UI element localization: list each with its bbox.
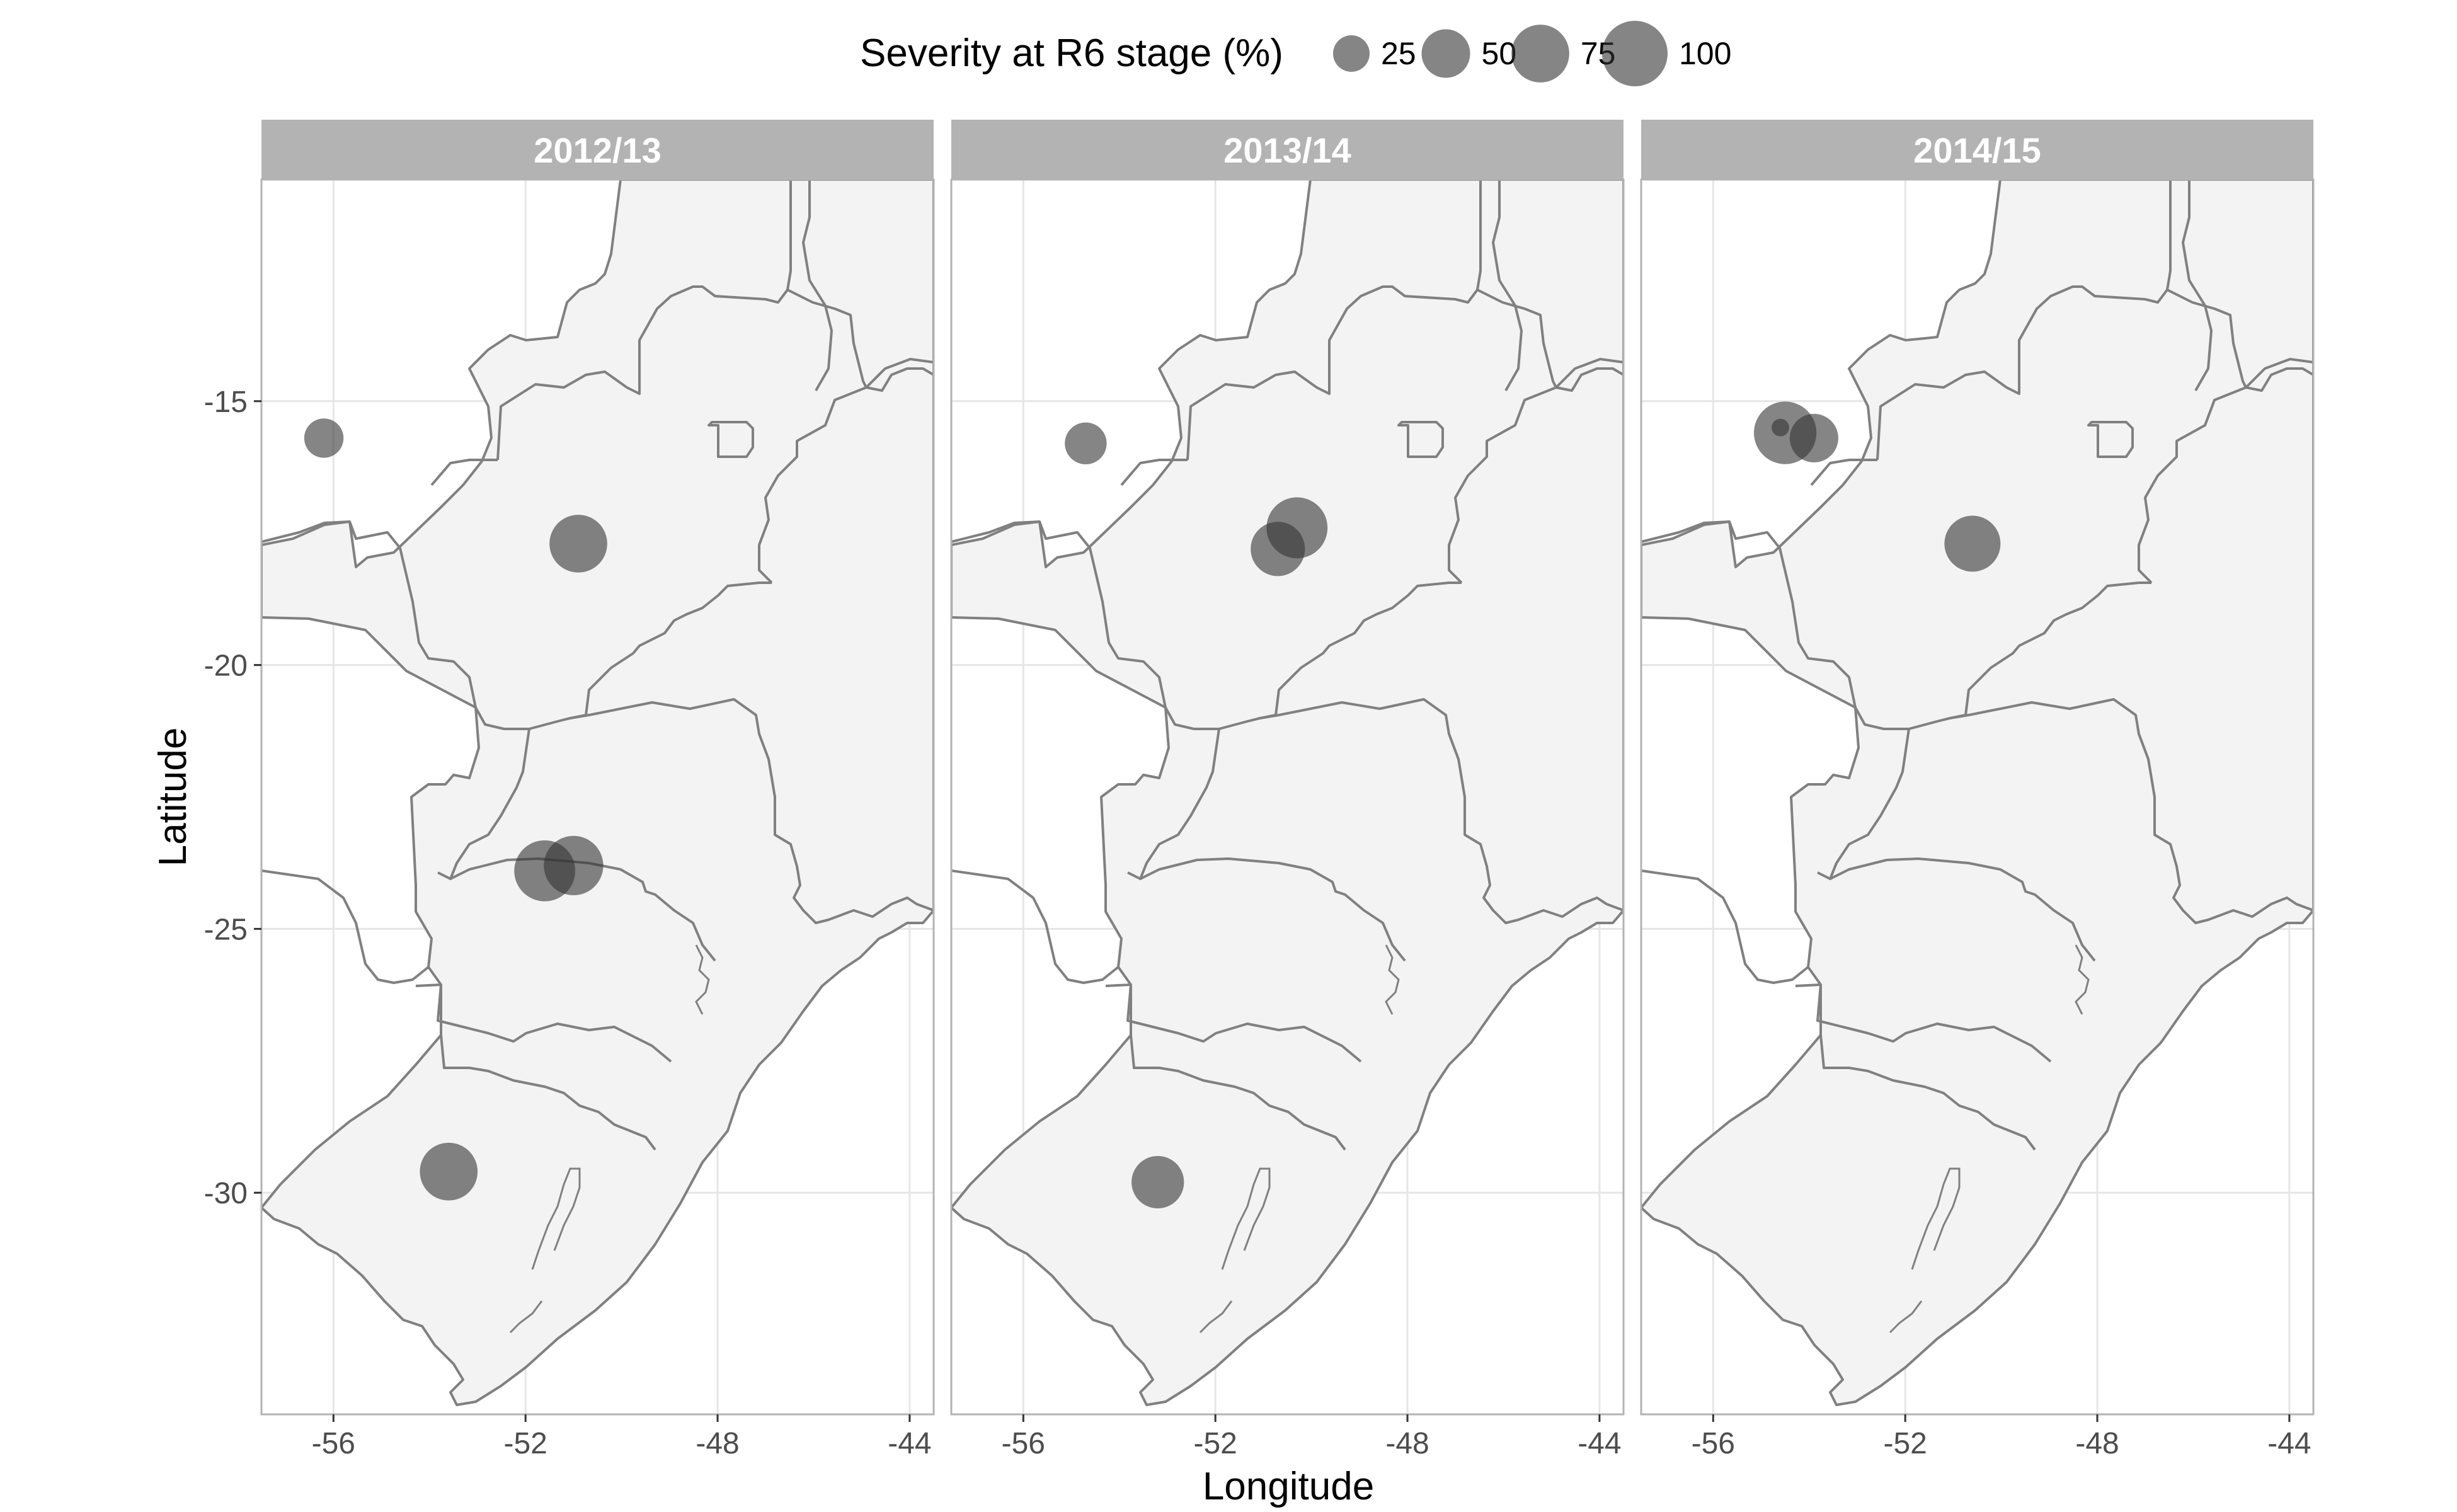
panel-border <box>950 178 1625 1416</box>
panel-plot-area <box>950 178 1625 1416</box>
x-tick-label: -48 <box>1385 1427 1429 1460</box>
facet-strip <box>951 120 1624 180</box>
legend-key-label: 50 <box>1482 36 1517 71</box>
facet-strip <box>1641 120 2313 180</box>
panel-border <box>260 178 935 1416</box>
legend-keys: 25 50 75 100 <box>1333 21 1731 86</box>
x-axis-title: Longitude <box>1203 1465 1374 1508</box>
legend-key-circle <box>1333 35 1370 72</box>
y-axis-title: Latitude <box>151 728 195 867</box>
y-tick-label: -30 <box>204 1177 248 1210</box>
facet-strip <box>261 120 934 180</box>
y-tick-label: -20 <box>204 650 248 683</box>
severity-point <box>1131 1155 1184 1209</box>
x-tick-label: -44 <box>888 1427 931 1460</box>
x-tick-label: -56 <box>312 1427 355 1460</box>
facet-panel: 2013/14 <box>950 120 1625 1416</box>
facet-strip-label: 2014/15 <box>1913 130 2041 170</box>
x-tick-label: -44 <box>1578 1427 1621 1460</box>
facet-panel: 2014/15 <box>1640 120 2315 1416</box>
x-tick-label: -56 <box>1692 1427 1735 1460</box>
y-tick-label: -25 <box>204 913 248 946</box>
x-tick-label: -52 <box>1193 1427 1237 1460</box>
legend-key-circle <box>1602 21 1668 86</box>
panel-plot-area <box>260 178 935 1416</box>
facet-panels: 2012/13 2013/14 2014/15 <box>260 120 2315 1416</box>
severity-point <box>544 835 604 896</box>
severity-point <box>1772 418 1789 437</box>
x-tick-label: -48 <box>2075 1427 2119 1460</box>
legend-key-circle <box>1421 29 1470 78</box>
y-tick-label: -15 <box>204 386 248 419</box>
legend-key-label: 100 <box>1679 36 1731 71</box>
x-tick-label: -48 <box>696 1427 739 1460</box>
legend-key-circle <box>1511 25 1569 83</box>
x-axis: -56 -52 -48 -44 -56 -52 -48 -44 -56 -52 -48 -44 <box>312 1414 2311 1460</box>
x-tick-label: -52 <box>1883 1427 1927 1460</box>
legend-title: Severity at R6 stage (%) <box>860 32 1283 75</box>
size-legend: Severity at R6 stage (%) 25 50 75 100 <box>860 21 1731 86</box>
x-tick-label: -44 <box>2267 1427 2311 1460</box>
facet-strip-label: 2012/13 <box>534 130 661 170</box>
x-tick-label: -52 <box>503 1427 547 1460</box>
legend-key-label: 25 <box>1381 36 1416 71</box>
severity-point <box>1251 522 1305 576</box>
facet-panel: 2012/13 <box>260 120 935 1416</box>
severity-point <box>1944 515 2001 572</box>
severity-point <box>1789 413 1838 462</box>
x-tick-label: -56 <box>1002 1427 1045 1460</box>
severity-point <box>549 515 607 573</box>
severity-point <box>304 418 344 458</box>
severity-point <box>1065 422 1107 465</box>
y-axis: -15 -20 -25 -30 <box>204 386 261 1210</box>
severity-point <box>420 1142 478 1201</box>
panel-border <box>1640 178 2315 1416</box>
panel-plot-area <box>1640 178 2315 1416</box>
facet-strip-label: 2013/14 <box>1223 130 1351 170</box>
